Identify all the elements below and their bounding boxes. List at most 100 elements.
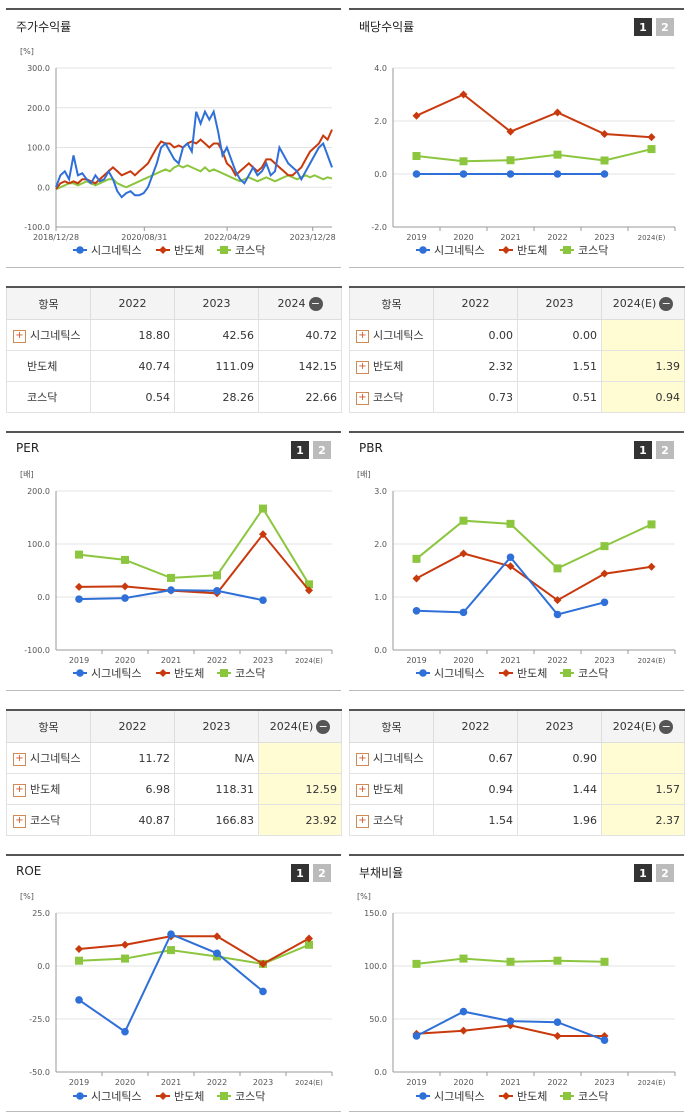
y-tick-label: 200.0	[27, 487, 50, 496]
sig-data-point	[121, 1027, 129, 1036]
legend-label: 코스닥	[235, 1090, 265, 1103]
y-tick-label: 0.0	[37, 593, 50, 602]
roe-panel: ROE 1 2 [%] 25.0 0.0 -25.0 -50.0 2019 2020 2021…	[6, 854, 341, 1112]
collapse-icon[interactable]: −	[659, 296, 674, 311]
unit-label: [%]	[20, 47, 34, 56]
column-header: 2022	[433, 286, 518, 320]
row-label: + 시그네틱스	[6, 742, 91, 774]
table-cell: 40.87	[90, 804, 175, 836]
table-cell: 12.59	[258, 773, 342, 805]
per-chart: [배] 200.0 100.0 0.0 -100.0 2019 2020 2021 2022 20…	[20, 470, 333, 680]
column-header: 항목	[349, 286, 434, 320]
legend-label: 반도체	[517, 244, 547, 257]
semi-series-line	[416, 93, 652, 139]
column-header: 2024(E) −	[601, 286, 685, 320]
table-cell: 1.44	[517, 773, 602, 805]
per-toggle: 1 2	[291, 441, 331, 459]
row-label-text: 코스닥	[373, 814, 404, 827]
unit-label: [%]	[20, 892, 34, 901]
table-cell: 1.57	[601, 773, 685, 805]
semi-data-point	[506, 127, 515, 136]
x-tick-label: 2024(E)	[638, 1079, 666, 1087]
expand-plus-icon[interactable]: +	[356, 783, 369, 797]
row-label-text: 반도체	[30, 783, 61, 796]
expand-plus-icon[interactable]: +	[356, 814, 369, 828]
legend-label: 시그네틱스	[434, 1090, 485, 1103]
legend-marker	[419, 246, 427, 254]
sig-data-point	[459, 170, 468, 178]
row-label: + 시그네틱스	[6, 319, 91, 351]
legend-label: 반도체	[517, 1090, 547, 1103]
expand-plus-icon[interactable]: +	[356, 752, 369, 766]
expand-plus-icon[interactable]: +	[356, 391, 369, 405]
roe-chart: [%] 25.0 0.0 -25.0 -50.0 2019 2020 2021 2022 2023…	[20, 892, 333, 1103]
collapse-icon[interactable]: −	[659, 719, 674, 734]
unit-label: [배]	[357, 470, 371, 479]
y-tick-label: 100.0	[27, 540, 50, 549]
legend-label: 코스닥	[578, 667, 608, 680]
y-tick-label: -100.0	[24, 646, 50, 655]
dividend-panel: 배당수익률 1 2 4.0 2.0 0.0 -2.0 2019 2020 2021 2022 2…	[349, 8, 684, 268]
toggle-1-button[interactable]: 1	[634, 18, 652, 36]
kosdaq-data-point	[305, 940, 313, 949]
expand-plus-icon[interactable]: +	[356, 329, 369, 343]
x-tick-label: 2022	[547, 1078, 567, 1087]
table-cell: 0.54	[90, 381, 175, 413]
toggle-1-button[interactable]: 1	[291, 441, 309, 459]
sig-data-point	[167, 586, 175, 594]
sig-data-point	[121, 594, 129, 602]
debt-title: 부채비율	[359, 866, 404, 880]
expand-plus-icon[interactable]: +	[356, 360, 369, 374]
toggle-2-button[interactable]: 2	[656, 441, 674, 459]
kosdaq-data-point	[459, 157, 468, 166]
toggle-2-button[interactable]: 2	[313, 864, 331, 882]
debt-panel: 부채비율 1 2 [%] 150.0 100.0 50.0 0.0 2019 2020 202…	[349, 854, 684, 1112]
x-tick-label: 2024(E)	[295, 657, 323, 665]
legend-marker	[502, 1092, 510, 1100]
per-title: PER	[16, 441, 40, 455]
legend-marker	[220, 246, 228, 254]
table-row: + 코스닥 1.54 1.96 2.37	[349, 804, 685, 836]
column-header: 2023	[174, 709, 259, 743]
semi-series-line	[78, 532, 310, 595]
semi-data-point	[600, 129, 609, 138]
collapse-icon[interactable]: −	[308, 296, 323, 311]
semi-data-point	[75, 582, 83, 591]
collapse-icon[interactable]: −	[316, 719, 331, 734]
semi-data-point	[506, 1021, 515, 1030]
semi-data-point	[459, 1026, 468, 1035]
table-row: + 반도체 6.98 118.31 12.59	[6, 773, 342, 805]
expand-plus-icon[interactable]: +	[13, 783, 26, 797]
semi-data-point	[647, 562, 656, 571]
semi-data-point	[553, 1031, 562, 1040]
toggle-1-button[interactable]: 1	[634, 864, 652, 882]
semi-data-point	[121, 940, 129, 949]
legend-marker	[563, 669, 571, 677]
semi-data-point	[412, 574, 421, 583]
legend-label: 시그네틱스	[434, 244, 485, 257]
table-cell: N/A	[174, 742, 259, 774]
column-header: 항목	[6, 709, 91, 743]
toggle-1-button[interactable]: 1	[291, 864, 309, 882]
toggle-1-button[interactable]: 1	[634, 441, 652, 459]
table-cell: 23.92	[258, 804, 342, 836]
semi-data-point	[75, 945, 83, 954]
expand-plus-icon[interactable]: +	[13, 814, 26, 828]
expand-plus-icon[interactable]: +	[13, 752, 26, 766]
toggle-2-button[interactable]: 2	[656, 18, 674, 36]
kosdaq-data-point	[647, 520, 656, 529]
pbr-toggle: 1 2	[634, 441, 674, 459]
row-label-text: 반도체	[373, 360, 404, 373]
row-label: + 코스닥	[349, 804, 434, 836]
table-cell: 42.56	[174, 319, 259, 351]
y-tick-label: 300.0	[27, 64, 50, 73]
y-tick-label: 1.0	[374, 593, 387, 602]
sig-data-point	[412, 170, 421, 178]
toggle-2-button[interactable]: 2	[656, 864, 674, 882]
row-label-text: 시그네틱스	[30, 329, 81, 342]
toggle-2-button[interactable]: 2	[313, 441, 331, 459]
y-tick-label: -50.0	[29, 1068, 50, 1077]
table-cell: 40.72	[258, 319, 342, 351]
dividend-chart: 4.0 2.0 0.0 -2.0 2019 2020 2021 2022 2023 2024(E)…	[371, 64, 676, 257]
expand-plus-icon[interactable]: +	[13, 329, 26, 343]
